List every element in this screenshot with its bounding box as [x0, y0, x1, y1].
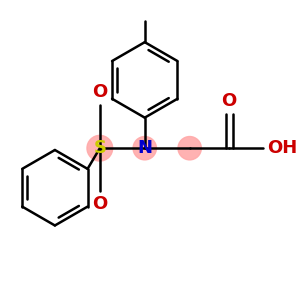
Circle shape — [133, 136, 156, 160]
Circle shape — [87, 135, 113, 161]
Circle shape — [178, 136, 201, 160]
Text: O: O — [92, 83, 107, 101]
Text: OH: OH — [267, 139, 297, 157]
Text: S: S — [93, 139, 106, 157]
Text: N: N — [137, 139, 152, 157]
Text: O: O — [92, 195, 107, 213]
Text: O: O — [222, 92, 237, 110]
